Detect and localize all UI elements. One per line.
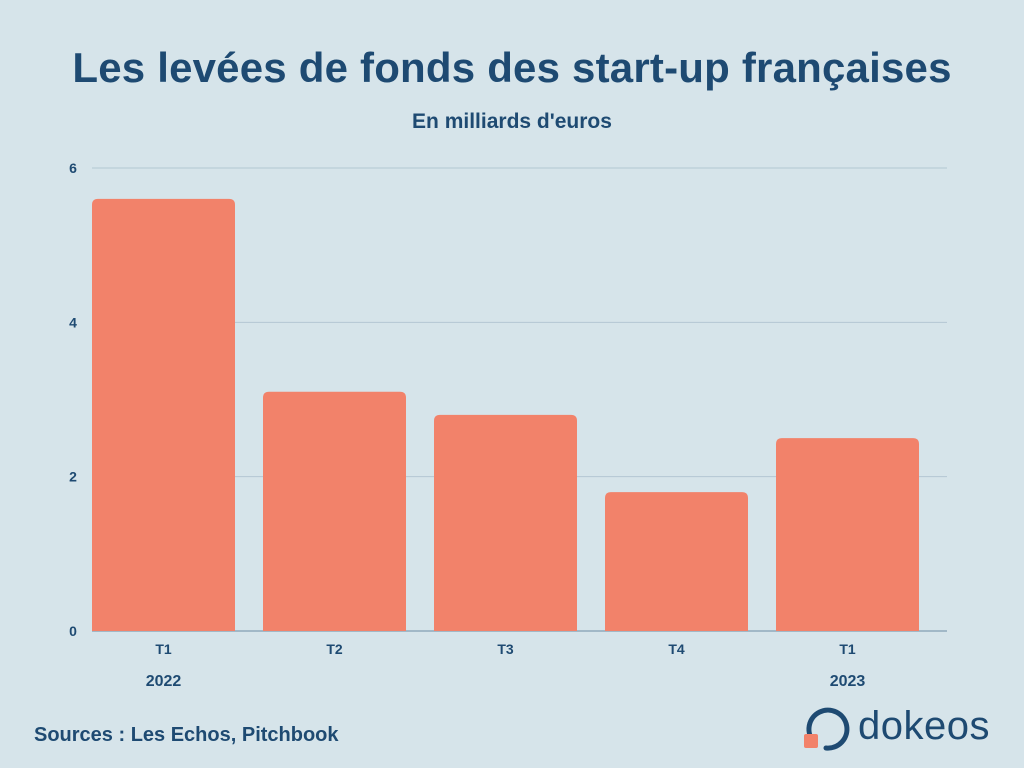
x-tick-label: T2 xyxy=(326,641,343,657)
dokeos-logo-icon xyxy=(804,707,850,751)
y-tick-label: 4 xyxy=(69,314,77,330)
x-tick-label: T1 xyxy=(155,641,172,657)
chart-subtitle: En milliards d'euros xyxy=(412,110,612,133)
logo-text: dokeos xyxy=(858,704,990,748)
y-tick-label: 0 xyxy=(69,623,77,639)
dokeos-logo: dokeos xyxy=(798,700,1008,760)
bar xyxy=(605,492,748,631)
source-note: Sources : Les Echos, Pitchbook xyxy=(34,724,339,746)
bar-chart: 0 2 4 6 T1 2022 T2 T3 T4 T1 2023 xyxy=(69,160,947,690)
bar xyxy=(92,198,235,631)
y-tick-label: 2 xyxy=(69,469,77,485)
year-label: 2023 xyxy=(830,673,866,690)
bar xyxy=(434,414,577,631)
year-label: 2022 xyxy=(146,673,182,690)
x-tick-label: T4 xyxy=(668,641,685,657)
y-tick-label: 6 xyxy=(69,160,77,176)
bar xyxy=(776,438,919,631)
x-tick-label: T1 xyxy=(839,641,856,657)
bar xyxy=(263,391,406,631)
x-tick-label: T3 xyxy=(497,641,514,657)
chart-title: Les levées de fonds des start-up françai… xyxy=(72,44,952,91)
